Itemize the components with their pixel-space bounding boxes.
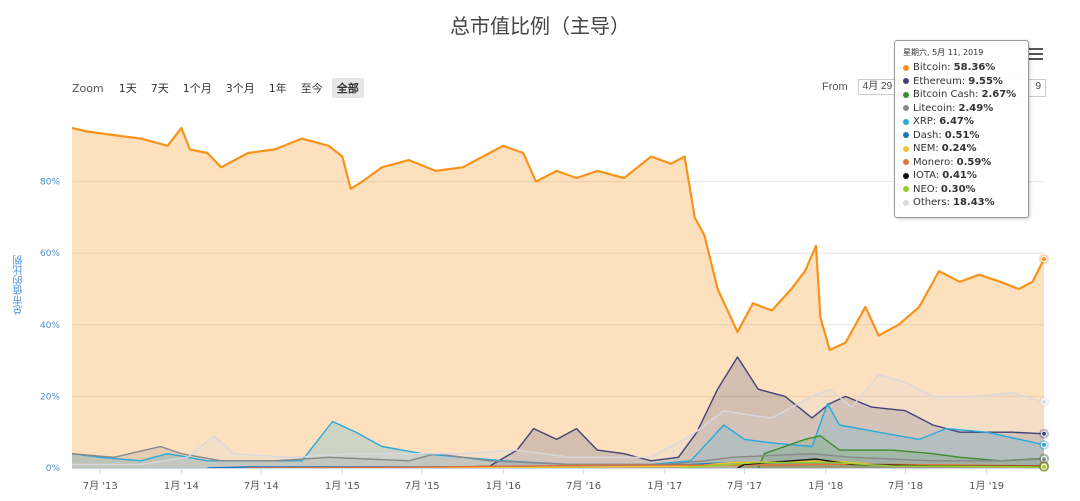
y-tick-label: 20% (40, 392, 60, 402)
from-label: From (822, 81, 848, 93)
zoom-bar: Zoom 1天 7天 1个月 3个月 1年 至今 全部 (72, 78, 368, 98)
tooltip-row: Monero: 0.59% (903, 156, 1020, 170)
tooltip-rows: Bitcoin: 58.36% Ethereum: 9.55% Bitcoin Cash… (903, 61, 1020, 210)
y-tick-label: 40% (40, 321, 60, 331)
tooltip-series-value: 18.43% (952, 197, 995, 209)
tooltip-row: Bitcoin Cash: 2.67% (903, 88, 1020, 102)
x-axis-ticks: 7月 '13 1月 '14 7月 '14 1月 '15 7月 '15 1月 '16 7月 '… (72, 468, 1044, 492)
series-line (678, 461, 1045, 469)
tooltip-series-name: Bitcoin Cash: (913, 89, 979, 101)
series-area (72, 403, 1044, 468)
series-marker (1041, 441, 1047, 448)
zoom-button-3m[interactable]: 3个月 (225, 82, 255, 95)
series-area (72, 374, 1044, 468)
legend-dot-icon (903, 132, 909, 139)
end-markers (1039, 254, 1049, 473)
tooltip-series-value: 9.55% (968, 75, 1003, 87)
y-tick-label: 60% (40, 249, 60, 259)
zoom-button-1y[interactable]: 1年 (268, 82, 287, 95)
legend-dot-icon (903, 199, 909, 206)
chart-title: 总市值比例（主导） (450, 14, 630, 38)
series-area (758, 435, 1044, 468)
legend-dot-icon (903, 78, 909, 85)
tooltip-series-name: Bitcoin: (913, 62, 951, 74)
x-tick-label: 1月 '15 (325, 480, 360, 492)
series-lines (71, 126, 1045, 469)
tooltip-row: XRP: 6.47% (903, 115, 1020, 129)
tooltip-series-name: Monero: (913, 156, 954, 168)
tooltip-series-name: Ethereum: (913, 75, 966, 87)
tooltip-series-value: 58.36% (953, 62, 996, 74)
series-line (71, 126, 1045, 351)
legend-dot-icon (903, 91, 909, 98)
tooltip-series-name: IOTA: (913, 170, 940, 182)
zoom-label: Zoom (72, 81, 104, 95)
y-tick-label: 0% (46, 464, 61, 474)
series-area (72, 127, 1044, 469)
tooltip-series-name: Others: (913, 197, 950, 209)
y-axis-ticks: 0% 20% 40% 60% 80% (40, 178, 60, 474)
legend-dot-icon (903, 64, 909, 71)
series-marker (1041, 399, 1047, 406)
tooltip-row: NEO: 0.30% (903, 183, 1020, 197)
tooltip-row: NEM: 0.24% (903, 142, 1020, 156)
x-tick-label: 7月 '18 (888, 480, 923, 492)
series-line (72, 374, 1045, 466)
tooltip-series-value: 6.47% (939, 116, 974, 128)
x-tick-label: 7月 '17 (727, 480, 762, 492)
x-tick-label: 7月 '14 (244, 480, 279, 492)
tooltip-row: IOTA: 0.41% (903, 169, 1020, 183)
x-tick-label: 1月 '16 (486, 480, 521, 492)
zoom-button-1d[interactable]: 1天 (118, 82, 137, 95)
x-tick-label: 7月 '13 (83, 480, 118, 492)
series-marker (1041, 430, 1047, 437)
series-line (71, 445, 1045, 466)
series-area (435, 357, 1044, 468)
legend-dot-icon (903, 145, 909, 152)
tooltip-series-name: XRP: (913, 116, 937, 128)
tooltip-row: Ethereum: 9.55% (903, 75, 1020, 89)
series-line (757, 435, 1045, 469)
tooltip-series-name: Dash: (913, 129, 942, 141)
tooltip-series-value: 0.30% (940, 183, 976, 195)
series-line (435, 356, 1045, 469)
legend-dot-icon (903, 105, 909, 112)
tooltip-series-name: Litecoin: (913, 102, 956, 114)
tooltip-row: Bitcoin: 58.36% (903, 61, 1020, 75)
legend-dot-icon (903, 159, 909, 166)
legend-dot-icon (903, 172, 909, 179)
x-tick-label: 1月 '19 (969, 480, 1004, 492)
tooltip-series-value: 0.24% (941, 143, 977, 155)
y-tick-label: 80% (40, 178, 60, 188)
series-marker (1041, 256, 1047, 263)
hamburger-menu-icon[interactable] (1029, 48, 1043, 62)
x-tick-label: 7月 '15 (405, 480, 440, 492)
tooltip-series-value: 2.67% (981, 89, 1017, 101)
zoom-button-7d[interactable]: 7天 (150, 82, 169, 95)
tooltip-row: Others: 18.43% (903, 196, 1020, 210)
tooltip-series-name: NEM: (913, 143, 939, 155)
tooltip: 星期六, 5月 11, 2019 Bitcoin: 58.36% Ethereum:… (894, 40, 1029, 218)
tooltip-series-value: 2.49% (958, 102, 994, 114)
zoom-button-ytd[interactable]: 至今 (300, 82, 323, 95)
series-marker (1041, 456, 1047, 463)
tooltip-series-name: NEO: (913, 183, 938, 195)
tooltip-series-value: 0.41% (942, 170, 977, 182)
x-tick-label: 1月 '14 (164, 480, 199, 492)
tooltip-series-value: 0.51% (944, 129, 980, 141)
zoom-button-1m[interactable]: 1个月 (182, 82, 212, 95)
x-tick-label: 1月 '18 (808, 480, 843, 492)
x-tick-label: 7月 '16 (566, 480, 601, 492)
legend-dot-icon (903, 118, 909, 125)
tooltip-series-value: 0.59% (956, 156, 992, 168)
series-marker (1041, 463, 1047, 470)
tooltip-date: 星期六, 5月 11, 2019 (903, 48, 984, 57)
tooltip-row: Litecoin: 2.49% (903, 102, 1020, 116)
legend-dot-icon (903, 186, 909, 193)
tooltip-row: Dash: 0.51% (903, 129, 1020, 143)
x-tick-label: 1月 '17 (647, 480, 682, 492)
zoom-button-all[interactable]: 全部 (331, 78, 364, 98)
